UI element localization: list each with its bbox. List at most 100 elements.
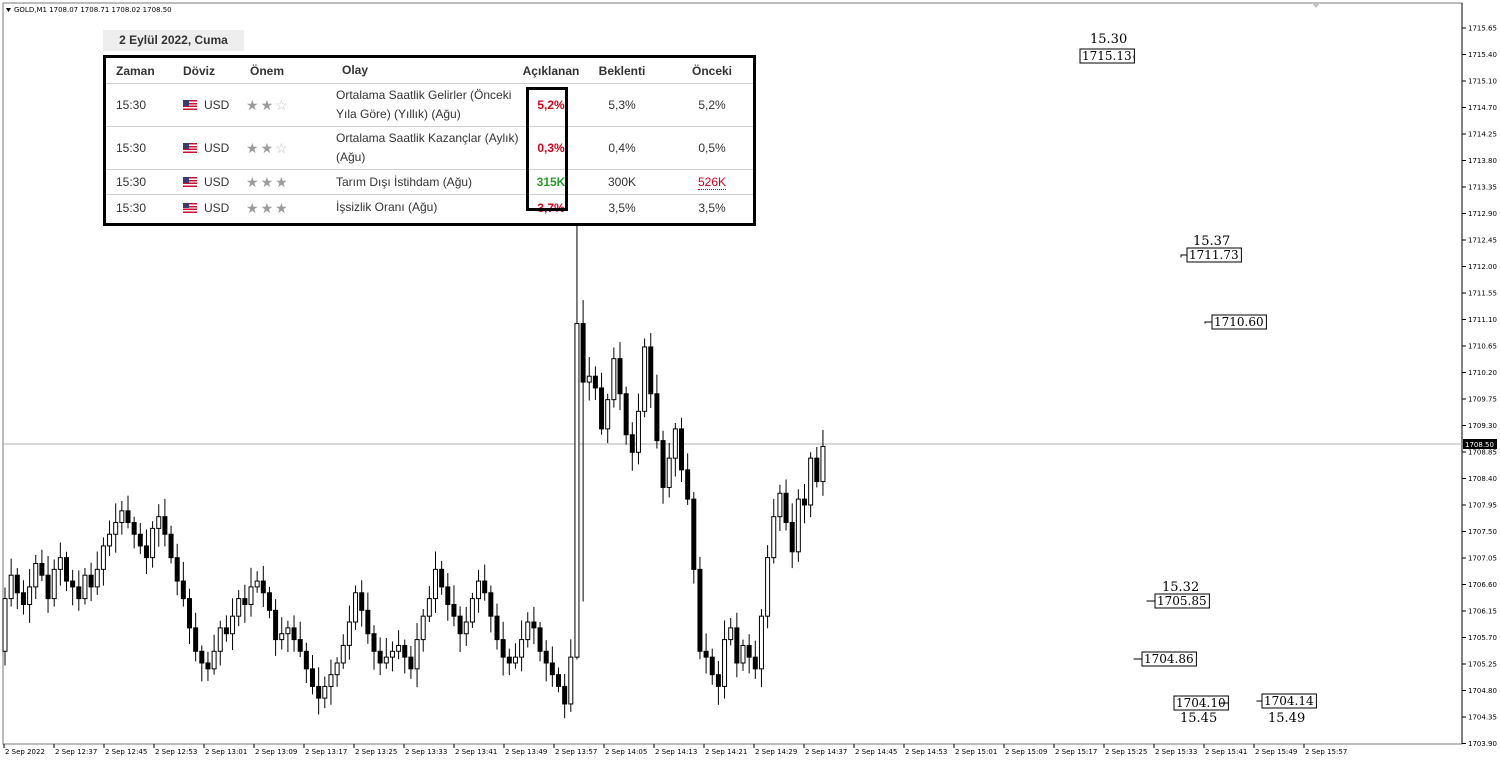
price-tick-label: 1704.35 — [1468, 714, 1497, 722]
candle — [310, 655, 315, 695]
price-tick-label: 1711.55 — [1468, 290, 1497, 298]
candle — [266, 586, 272, 619]
candle — [519, 620, 525, 672]
candle — [537, 622, 543, 662]
calendar-row[interactable]: 15:30 USD ★ ★ ☆ Ortalama Saatlik Gelirler (Ön… — [106, 84, 753, 127]
candle — [33, 554, 39, 600]
candle — [512, 643, 518, 669]
candle — [8, 558, 14, 607]
candle — [635, 393, 641, 465]
candle — [88, 562, 94, 602]
candle — [709, 648, 715, 685]
candle — [740, 639, 746, 671]
candle — [568, 639, 574, 712]
time-tick-label: 2 Sep 15:09 — [1005, 748, 1047, 756]
row-time: 15:30 — [116, 98, 147, 112]
candle — [125, 495, 131, 529]
row-forecast: 3,5% — [608, 200, 636, 215]
candle — [605, 393, 611, 444]
candle — [340, 634, 346, 669]
candle — [783, 479, 789, 531]
candle — [814, 446, 820, 488]
row-actual: 3,7% — [537, 200, 565, 215]
annotation-price: 1710.60 — [1214, 315, 1264, 329]
candle — [383, 637, 389, 669]
calendar-header-row: Zaman Döviz Önem Olay Açıklanan Beklenti… — [106, 58, 753, 84]
candle — [396, 630, 402, 660]
annotation-time: 15.37 — [1193, 234, 1230, 249]
price-tick-label: 1707.05 — [1468, 555, 1497, 563]
candle — [39, 549, 45, 582]
candle — [260, 565, 266, 607]
importance-star-icon: ★ — [275, 174, 288, 190]
price-axis[interactable]: 1715.65 1715.40 1715.10 1714.70 1714.25 1713.… — [1462, 25, 1497, 762]
calendar-date-tab[interactable]: 2 Eylül 2022, Cuma — [103, 30, 244, 51]
calendar-row[interactable]: 15:30 USD ★ ★ ☆ Ortalama Saatlik Kazançlar (A… — [106, 127, 753, 170]
candle — [279, 617, 285, 650]
price-tick-label: 1705.25 — [1468, 661, 1497, 669]
col-importance: Önem — [250, 63, 285, 78]
candle — [113, 503, 119, 553]
candle — [365, 592, 371, 644]
price-tick-label: 1711.10 — [1468, 316, 1497, 324]
annotation-time: 15.30 — [1090, 32, 1127, 47]
col-currency: Döviz — [183, 63, 216, 78]
annotation-price: 1704.10 — [1176, 696, 1226, 710]
row-forecast: 0,4% — [608, 141, 636, 155]
calendar-row[interactable]: 15:30 USD ★ ★ ★ Tarım Dışı İstihdam (Ağu) 315K… — [106, 170, 753, 195]
candles-layer — [2, 58, 826, 719]
candle — [556, 667, 561, 693]
candle — [273, 599, 279, 656]
col-previous: Önceki — [691, 63, 733, 78]
annotation-time: 15.49 — [1268, 711, 1305, 726]
row-actual: 0,3% — [537, 141, 565, 155]
time-tick-label: 2 Sep 14:05 — [605, 748, 647, 756]
candle — [500, 621, 506, 676]
candle — [685, 453, 691, 505]
candle — [752, 640, 758, 679]
row-event: Ortalama Saatlik Gelirler (Önceki Yıla G… — [336, 88, 512, 121]
row-importance: ★ ★ ☆ — [246, 127, 290, 169]
candle — [297, 621, 303, 658]
candle — [248, 567, 254, 617]
row-currency: USD — [183, 127, 229, 169]
candle — [94, 551, 100, 595]
candle — [414, 623, 420, 688]
candle — [168, 525, 174, 564]
col-event: Olay — [342, 63, 369, 77]
importance-star-icon: ★ — [260, 199, 274, 216]
chart-shift-icon[interactable] — [1312, 3, 1320, 8]
price-tick-label: 1715.65 — [1468, 25, 1497, 33]
candle — [679, 417, 684, 482]
candle — [119, 500, 125, 535]
candle — [371, 625, 377, 670]
candle — [254, 571, 260, 593]
time-tick-label: 2 Sep 15:01 — [955, 748, 997, 756]
us-flag-icon — [183, 143, 197, 153]
candle — [697, 556, 703, 660]
candle — [285, 620, 291, 653]
candle — [180, 561, 186, 607]
candle — [205, 651, 211, 681]
annotations-layer: 1715.1315.301711.7315.371710.601705.8515… — [1079, 32, 1317, 726]
row-event: İşsizlik Oranı (Ağu) — [336, 200, 438, 214]
candle — [150, 521, 156, 568]
candle — [199, 645, 205, 682]
price-tick-label: 1704.80 — [1468, 687, 1497, 695]
calendar-row[interactable]: 15:30 USD ★ ★ ★ İşsizlik Oranı (Ağu) 3,7% 3,5% 3… — [106, 195, 753, 220]
current-price-label: 1708.50 — [1463, 439, 1497, 449]
time-tick-label: 2 Sep 13:49 — [505, 748, 547, 756]
price-tick-label: 1709.75 — [1468, 396, 1497, 404]
candle — [592, 366, 598, 401]
row-forecast: 300K — [607, 175, 637, 189]
annotation-price: 1715.13 — [1082, 49, 1132, 63]
price-tick-label: 1709.30 — [1468, 422, 1497, 430]
candle — [666, 442, 672, 498]
candle — [45, 556, 51, 613]
candle — [316, 667, 322, 715]
time-axis[interactable]: 2 Sep 2022 2 Sep 12:37 2 Sep 12:45 2 Sep 12… — [3, 744, 1347, 756]
price-tick-label: 1714.70 — [1468, 104, 1497, 112]
menu-arrow-icon[interactable] — [6, 8, 11, 12]
candle — [660, 430, 666, 504]
importance-star-icon: ☆ — [275, 97, 288, 113]
